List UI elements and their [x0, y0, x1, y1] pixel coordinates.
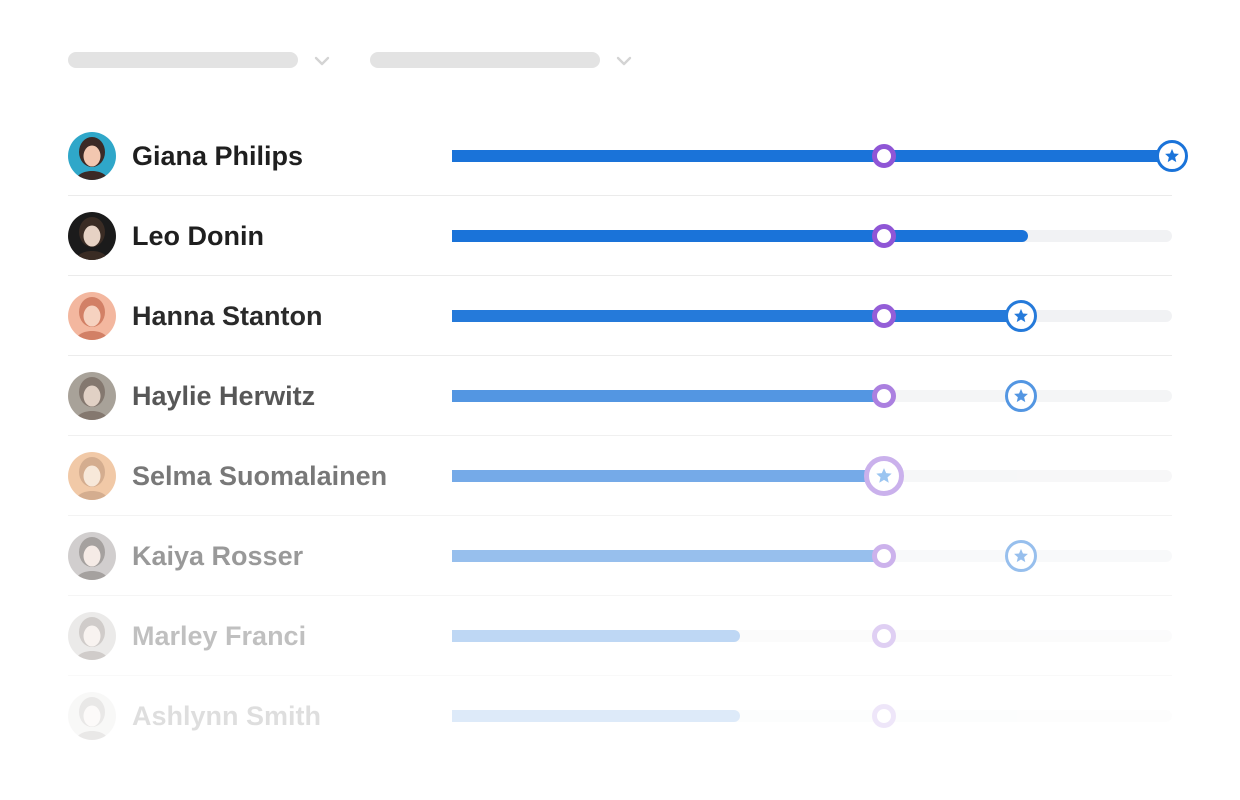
progress-track [452, 470, 1172, 482]
avatar [68, 372, 116, 420]
filter-dropdown-1[interactable] [68, 48, 348, 72]
filter-placeholder-1 [68, 52, 298, 68]
progress-track [452, 230, 1172, 242]
filter-dropdown-2[interactable] [370, 48, 650, 72]
person-name: Kaiya Rosser [132, 541, 304, 571]
chevron-down-icon [615, 54, 633, 66]
person-row[interactable]: Ashlynn Smith [68, 676, 1172, 756]
target-marker [872, 224, 896, 248]
person-name: Leo Donin [132, 221, 264, 251]
avatar [68, 292, 116, 340]
avatar [68, 692, 116, 740]
row-divider [68, 355, 1172, 356]
person-name: Hanna Stanton [132, 301, 323, 331]
target-marker [872, 384, 896, 408]
progress-fill [452, 470, 884, 482]
person-row[interactable]: Hanna Stanton [68, 276, 1172, 356]
target-marker [872, 624, 896, 648]
target-marker [872, 304, 896, 328]
target-marker [872, 704, 896, 728]
row-divider [68, 515, 1172, 516]
progress-track [452, 150, 1172, 162]
filter-placeholder-2 [370, 52, 600, 68]
person-row[interactable]: Selma Suomalainen [68, 436, 1172, 516]
avatar [68, 132, 116, 180]
row-divider [68, 595, 1172, 596]
filter-bar [68, 48, 668, 72]
people-list: Giana Philips Leo Donin Hanna Stanton Ha… [68, 116, 1188, 756]
avatar [68, 532, 116, 580]
person-row[interactable]: Marley Franci [68, 596, 1172, 676]
row-divider [68, 435, 1172, 436]
target-marker [872, 144, 896, 168]
progress-fill [452, 310, 1021, 322]
person-name: Ashlynn Smith [132, 701, 322, 731]
progress-track [452, 710, 1172, 722]
progress-fill [452, 150, 1172, 162]
person-row[interactable]: Leo Donin [68, 196, 1172, 276]
goal-star-icon [1004, 540, 1037, 572]
progress-track [452, 390, 1172, 402]
avatar [68, 212, 116, 260]
progress-fill [452, 230, 1028, 242]
goal-star-icon [1004, 380, 1037, 412]
row-divider [68, 675, 1172, 676]
person-name: Selma Suomalainen [132, 461, 388, 491]
progress-track [452, 630, 1172, 642]
chevron-down-icon [313, 54, 331, 66]
target-marker [872, 544, 896, 568]
goal-star-icon [1004, 300, 1037, 332]
goal-star-icon [1156, 140, 1188, 172]
avatar [68, 612, 116, 660]
person-row[interactable]: Giana Philips [68, 116, 1188, 196]
progress-fill [452, 630, 740, 642]
person-name: Haylie Herwitz [132, 381, 316, 411]
avatar [68, 452, 116, 500]
person-row[interactable]: Kaiya Rosser [68, 516, 1172, 596]
person-row[interactable]: Haylie Herwitz [68, 356, 1172, 436]
progress-fill [452, 390, 884, 402]
progress-track [452, 310, 1172, 322]
row-divider [68, 275, 1172, 276]
person-name: Giana Philips [132, 141, 304, 171]
progress-fill [452, 710, 740, 722]
progress-track [452, 550, 1172, 562]
row-divider [68, 195, 1172, 196]
progress-fill [452, 550, 884, 562]
person-name: Marley Franci [132, 621, 307, 651]
goal-star-icon [864, 456, 904, 496]
